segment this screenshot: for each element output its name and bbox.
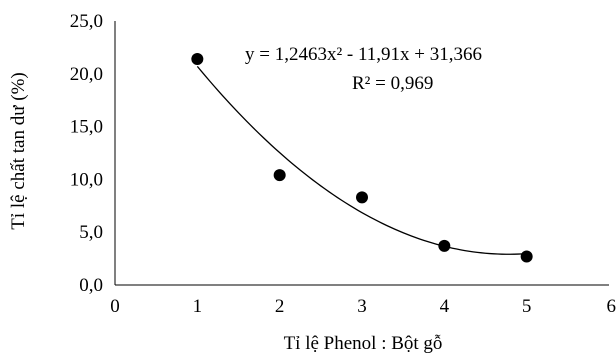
x-tick-label: 1: [193, 296, 203, 317]
y-axis-label: Tỉ lệ chất tan dư (%): [8, 72, 29, 229]
x-tick-label: 3: [357, 296, 367, 317]
y-tick-label: 15,0: [70, 117, 103, 138]
data-point: [520, 250, 533, 263]
x-tick-label: 5: [522, 296, 532, 317]
data-point: [273, 169, 286, 182]
r-squared-label: R² = 0,969: [352, 73, 433, 94]
y-tick-labels: 0,0 5,0 10,0 15,0 20,0 25,0: [70, 11, 103, 296]
y-tick-label: 0,0: [79, 275, 103, 296]
x-tick-label: 0: [110, 296, 120, 317]
x-tick-label: 4: [440, 296, 450, 317]
y-tick-label: 20,0: [70, 64, 103, 85]
x-tick-label: 6: [607, 296, 616, 317]
y-tick-label: 10,0: [70, 169, 103, 190]
data-points: [191, 53, 533, 263]
trendline: [196, 65, 527, 255]
y-tick-label: 5,0: [79, 222, 103, 243]
data-point: [356, 191, 368, 204]
x-tick-label: 2: [275, 296, 285, 317]
x-axis-label: Tỉ lệ Phenol : Bột gỗ: [284, 333, 443, 354]
y-tick-label: 25,0: [70, 11, 103, 32]
axes: [114, 21, 609, 286]
data-point: [438, 239, 451, 252]
trendline-equation: y = 1,2463x² - 11,91x + 31,366: [245, 44, 482, 65]
data-point: [191, 53, 204, 66]
x-tick-labels: 0 1 2 3 4 5 6: [110, 296, 616, 317]
